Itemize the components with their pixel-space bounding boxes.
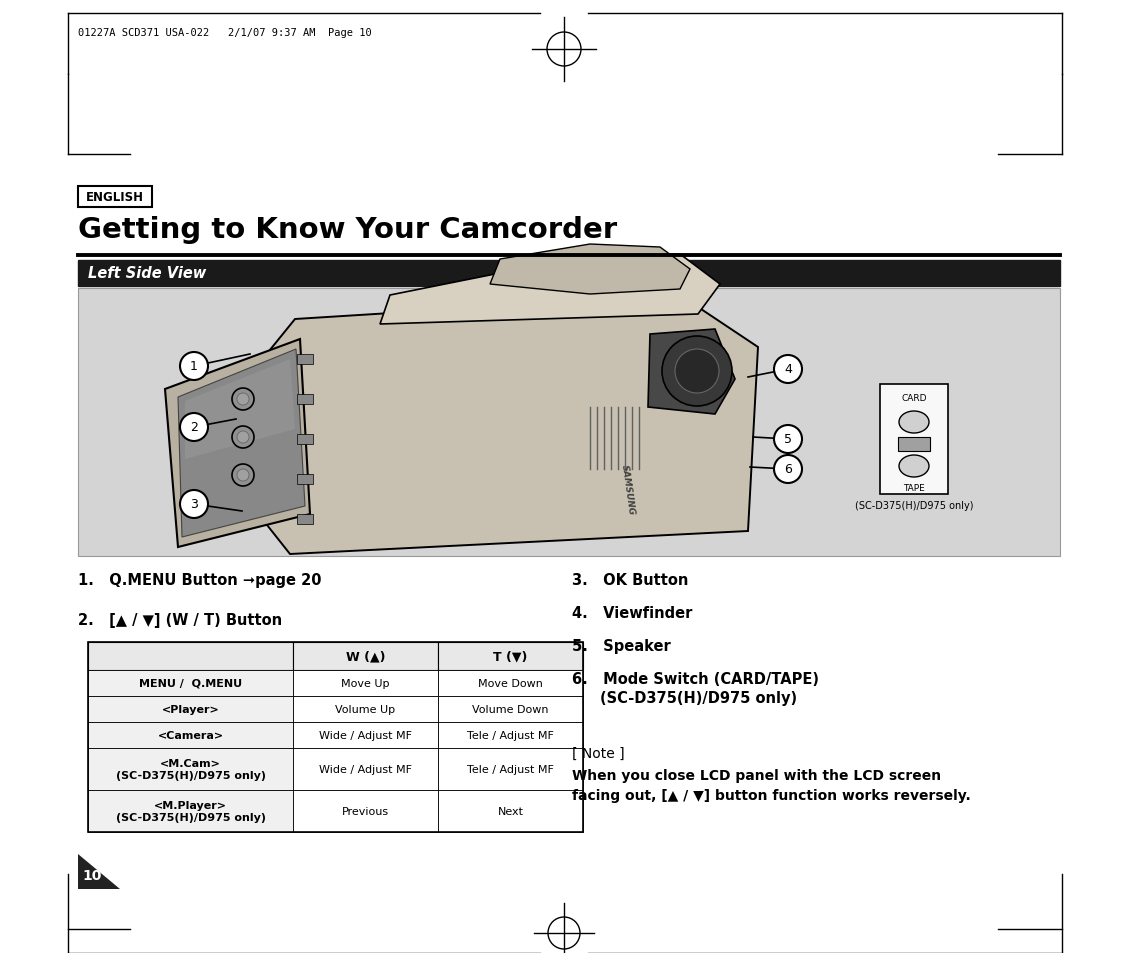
Text: Tele / Adjust MF: Tele / Adjust MF bbox=[467, 764, 554, 774]
Text: (SC-D375(H)/D975 only): (SC-D375(H)/D975 only) bbox=[600, 690, 797, 705]
Bar bbox=[293, 748, 438, 790]
Text: 4: 4 bbox=[784, 363, 792, 376]
Polygon shape bbox=[178, 350, 305, 537]
Polygon shape bbox=[78, 854, 120, 889]
Circle shape bbox=[774, 355, 802, 384]
Polygon shape bbox=[647, 330, 735, 415]
Text: [ Note ]: [ Note ] bbox=[572, 746, 625, 760]
Text: SAMSUNG: SAMSUNG bbox=[620, 463, 636, 516]
Text: When you close LCD panel with the LCD screen: When you close LCD panel with the LCD sc… bbox=[572, 768, 941, 782]
Bar bbox=[438, 697, 583, 722]
Bar bbox=[293, 790, 438, 832]
Text: ENGLISH: ENGLISH bbox=[86, 191, 144, 204]
Bar bbox=[898, 437, 929, 452]
Polygon shape bbox=[185, 359, 296, 459]
Text: 6.   Mode Switch (CARD/TAPE): 6. Mode Switch (CARD/TAPE) bbox=[572, 671, 819, 686]
Bar bbox=[297, 515, 312, 524]
Circle shape bbox=[675, 350, 719, 394]
Text: MENU /  Q.MENU: MENU / Q.MENU bbox=[139, 679, 243, 688]
Circle shape bbox=[237, 470, 249, 481]
Bar bbox=[297, 475, 312, 484]
Bar bbox=[438, 790, 583, 832]
Bar bbox=[438, 748, 583, 790]
Bar bbox=[88, 722, 293, 748]
Circle shape bbox=[232, 464, 254, 486]
Bar bbox=[438, 722, 583, 748]
Text: CARD: CARD bbox=[901, 394, 927, 402]
Circle shape bbox=[180, 491, 208, 518]
Bar bbox=[88, 642, 583, 832]
Bar bbox=[293, 642, 438, 670]
Bar bbox=[293, 697, 438, 722]
Bar bbox=[88, 790, 293, 832]
Text: Next: Next bbox=[497, 806, 523, 816]
Text: Move Down: Move Down bbox=[478, 679, 543, 688]
Bar bbox=[880, 385, 948, 495]
Circle shape bbox=[232, 427, 254, 449]
Text: Volume Up: Volume Up bbox=[335, 704, 396, 714]
Circle shape bbox=[662, 336, 732, 407]
Text: 1: 1 bbox=[190, 360, 197, 374]
Text: 3.   OK Button: 3. OK Button bbox=[572, 573, 688, 587]
Polygon shape bbox=[248, 295, 758, 555]
Text: 2.   [▲ / ▼] (W / T) Button: 2. [▲ / ▼] (W / T) Button bbox=[78, 613, 282, 627]
Text: W (▲): W (▲) bbox=[346, 650, 386, 662]
Text: 6: 6 bbox=[784, 463, 792, 476]
Text: <Camera>: <Camera> bbox=[158, 730, 223, 740]
Text: Previous: Previous bbox=[342, 806, 389, 816]
Text: TAPE: TAPE bbox=[904, 483, 925, 493]
Text: T (▼): T (▼) bbox=[493, 650, 528, 662]
Circle shape bbox=[774, 426, 802, 454]
Text: 3: 3 bbox=[190, 498, 197, 511]
Text: 1.   Q.MENU Button ➞page 20: 1. Q.MENU Button ➞page 20 bbox=[78, 573, 321, 587]
Circle shape bbox=[180, 414, 208, 441]
Circle shape bbox=[232, 389, 254, 411]
Text: Tele / Adjust MF: Tele / Adjust MF bbox=[467, 730, 554, 740]
Text: <Player>: <Player> bbox=[161, 704, 219, 714]
Bar bbox=[297, 355, 312, 365]
Circle shape bbox=[180, 353, 208, 380]
Text: <M.Player>
(SC-D375(H)/D975 only): <M.Player> (SC-D375(H)/D975 only) bbox=[115, 800, 265, 822]
Text: Getting to Know Your Camcorder: Getting to Know Your Camcorder bbox=[78, 215, 617, 244]
Bar bbox=[293, 722, 438, 748]
Bar bbox=[438, 670, 583, 697]
Text: 10: 10 bbox=[82, 868, 102, 882]
Bar bbox=[293, 670, 438, 697]
Bar bbox=[88, 697, 293, 722]
Text: facing out, [▲ / ▼] button function works reversely.: facing out, [▲ / ▼] button function work… bbox=[572, 788, 971, 802]
Text: 4.   Viewfinder: 4. Viewfinder bbox=[572, 605, 693, 620]
Bar bbox=[297, 435, 312, 444]
Text: 2: 2 bbox=[190, 421, 197, 434]
Text: 5.   Speaker: 5. Speaker bbox=[572, 639, 671, 654]
Bar bbox=[297, 395, 312, 405]
Text: Move Up: Move Up bbox=[342, 679, 390, 688]
Circle shape bbox=[237, 394, 249, 406]
Bar bbox=[78, 261, 1060, 287]
Text: <M.Cam>
(SC-D375(H)/D975 only): <M.Cam> (SC-D375(H)/D975 only) bbox=[115, 758, 265, 781]
Text: 5: 5 bbox=[784, 433, 792, 446]
Bar bbox=[88, 670, 293, 697]
Bar bbox=[88, 642, 293, 670]
Text: Wide / Adjust MF: Wide / Adjust MF bbox=[319, 764, 412, 774]
Ellipse shape bbox=[899, 456, 929, 477]
Bar bbox=[78, 289, 1060, 557]
Text: Volume Down: Volume Down bbox=[473, 704, 548, 714]
Text: (SC-D375(H)/D975 only): (SC-D375(H)/D975 only) bbox=[855, 500, 973, 511]
Circle shape bbox=[237, 432, 249, 443]
Text: Wide / Adjust MF: Wide / Adjust MF bbox=[319, 730, 412, 740]
Ellipse shape bbox=[899, 412, 929, 434]
Polygon shape bbox=[380, 254, 720, 325]
Circle shape bbox=[774, 456, 802, 483]
Bar bbox=[438, 642, 583, 670]
Polygon shape bbox=[165, 339, 310, 547]
Text: Left Side View: Left Side View bbox=[88, 266, 206, 281]
Text: 01227A SCD371 USA-022   2/1/07 9:37 AM  Page 10: 01227A SCD371 USA-022 2/1/07 9:37 AM Pag… bbox=[78, 28, 372, 38]
Polygon shape bbox=[490, 245, 690, 294]
Bar bbox=[78, 187, 152, 208]
Bar bbox=[88, 748, 293, 790]
